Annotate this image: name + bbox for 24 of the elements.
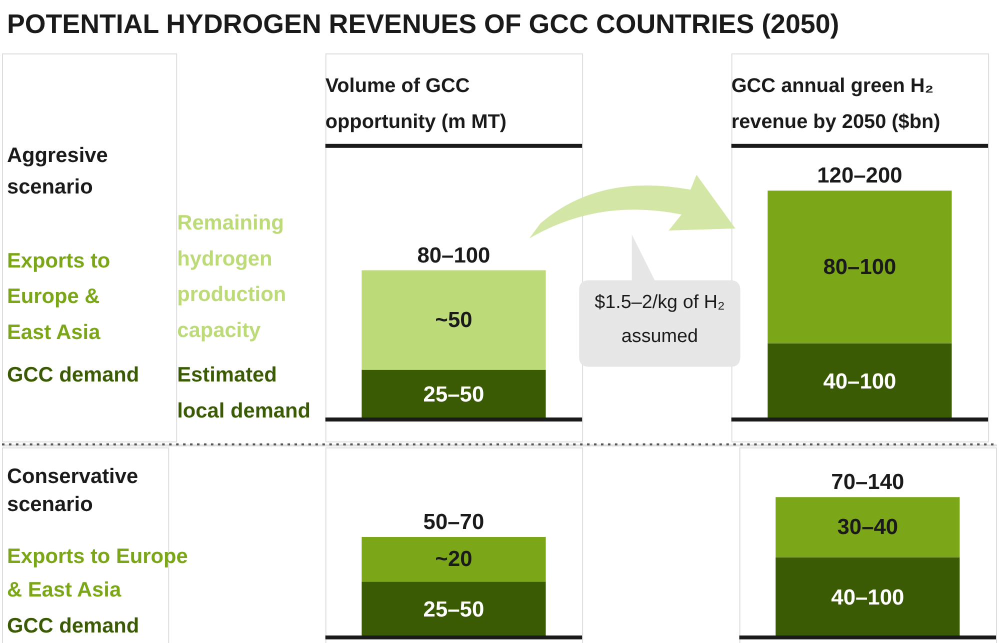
data-label: 80–100 [823,254,896,279]
data-label: 40–100 [831,584,904,610]
legend-title: Conservative scenario [6,465,138,516]
total-label: 80–100 [417,242,490,268]
text: GCC demand [6,614,140,638]
data-label: 25–50 [423,596,484,622]
text: Remaining hydrogen production capacity [177,211,286,342]
text: $1.5–2/kg of H₂ assumed [594,292,725,347]
total-label: 120–200 [817,162,902,188]
text: Exports to Europe & East Asia [6,544,188,602]
data-label: 40–100 [823,368,896,394]
data-label: ~50 [435,306,472,332]
data-label: 25–50 [423,382,484,407]
chart-title: GCC annual green H₂ revenue by 2050 ($bn) [731,75,940,133]
chart-title: Volume of GCC opportunity (m MT) [325,75,507,133]
data-label: ~20 [435,546,472,572]
legend-title: Aggresive scenario [6,144,108,199]
text: Estimated local demand [177,364,311,423]
total-label: 50–70 [423,508,484,534]
text: Exports to Europe & East Asia [6,249,110,344]
data-label: 30–40 [837,514,898,540]
text: GCC demand [6,364,140,387]
text: POTENTIAL HYDROGEN REVENUES OF GCC COUNTRIES (2050) [6,8,840,39]
total-label: 70–140 [831,469,904,494]
